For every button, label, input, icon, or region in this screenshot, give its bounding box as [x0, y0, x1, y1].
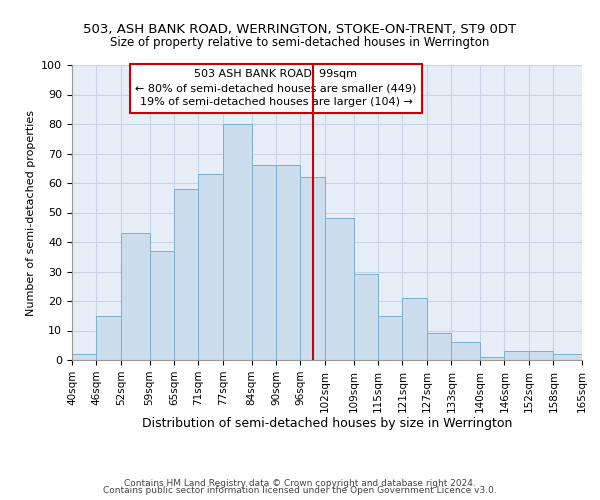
Bar [121, 233, 149, 360]
Bar [97, 316, 121, 360]
Text: 503 ASH BANK ROAD: 99sqm
← 80% of semi-detached houses are smaller (449)
19% of : 503 ASH BANK ROAD: 99sqm ← 80% of semi-d… [136, 70, 416, 108]
Bar [480, 357, 505, 360]
Bar [199, 174, 223, 360]
Bar [378, 316, 403, 360]
Bar [427, 334, 451, 360]
Bar [223, 124, 251, 360]
Bar [451, 342, 480, 360]
Bar [529, 351, 553, 360]
Bar [72, 354, 97, 360]
X-axis label: Distribution of semi-detached houses by size in Werrington: Distribution of semi-detached houses by … [142, 418, 512, 430]
Bar [174, 189, 199, 360]
Bar [403, 298, 427, 360]
Bar [553, 354, 582, 360]
Bar [301, 177, 325, 360]
Text: Contains public sector information licensed under the Open Government Licence v3: Contains public sector information licen… [103, 486, 497, 495]
Text: Size of property relative to semi-detached houses in Werrington: Size of property relative to semi-detach… [110, 36, 490, 49]
Text: Contains HM Land Registry data © Crown copyright and database right 2024.: Contains HM Land Registry data © Crown c… [124, 478, 476, 488]
Text: 503, ASH BANK ROAD, WERRINGTON, STOKE-ON-TRENT, ST9 0DT: 503, ASH BANK ROAD, WERRINGTON, STOKE-ON… [83, 22, 517, 36]
Bar [149, 251, 174, 360]
Y-axis label: Number of semi-detached properties: Number of semi-detached properties [26, 110, 36, 316]
Bar [251, 166, 276, 360]
Bar [353, 274, 378, 360]
Bar [276, 166, 301, 360]
Bar [505, 351, 529, 360]
Bar [325, 218, 353, 360]
